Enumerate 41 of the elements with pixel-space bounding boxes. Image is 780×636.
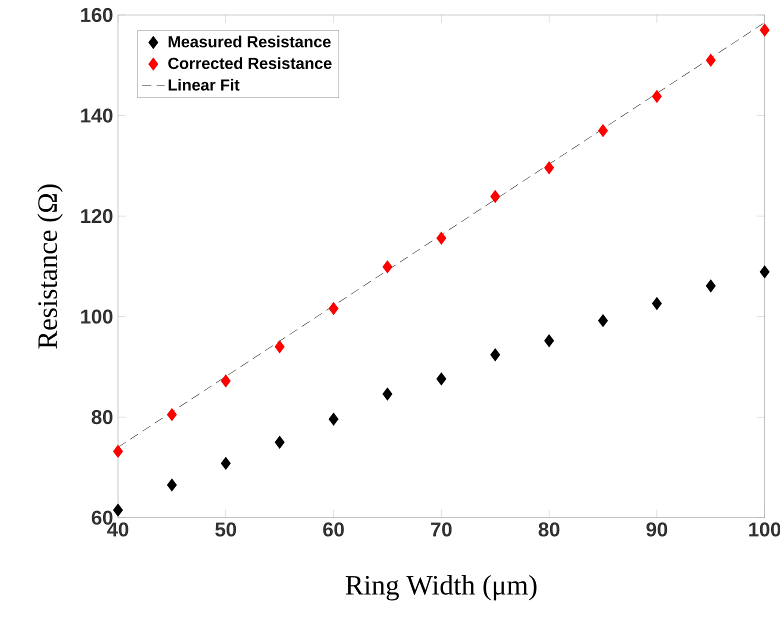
y-tick-label: 120 <box>81 208 112 224</box>
point <box>113 504 123 517</box>
legend-label: Measured Resistance <box>168 36 331 48</box>
point <box>328 302 339 316</box>
y-tick-label: 100 <box>81 310 112 324</box>
point <box>436 232 446 245</box>
point <box>490 190 500 203</box>
legend-label: Linear Fit <box>168 78 240 91</box>
point <box>166 478 177 492</box>
point <box>706 279 716 292</box>
y-axis-title: Resistance (Ω) <box>37 184 63 349</box>
point <box>598 314 608 328</box>
point <box>544 334 554 348</box>
point <box>760 265 770 278</box>
point <box>274 436 285 449</box>
x-tick-label: 60 <box>323 522 344 537</box>
point <box>652 90 662 103</box>
point <box>544 161 554 174</box>
y-tick-label: 80 <box>92 410 112 424</box>
legend-label: Corrected Resistance <box>168 57 332 70</box>
y-tick-label: 160 <box>81 8 112 22</box>
point <box>760 24 770 37</box>
x-tick-label: 90 <box>646 522 668 537</box>
point <box>166 408 177 422</box>
point <box>598 124 608 138</box>
point <box>382 260 392 274</box>
x-tick-label: 50 <box>215 522 236 537</box>
point <box>274 340 285 354</box>
x-axis-title: Ring Width (μm) <box>346 575 536 600</box>
x-tick-label: 70 <box>431 522 452 537</box>
point <box>490 348 500 362</box>
point <box>436 372 446 386</box>
point <box>706 54 716 67</box>
point <box>382 388 392 401</box>
point <box>652 297 662 310</box>
point <box>220 456 231 470</box>
x-tick-label: 80 <box>538 522 560 537</box>
point <box>328 412 339 426</box>
y-tick-label: 140 <box>81 108 112 123</box>
point <box>220 374 231 388</box>
point <box>113 444 123 458</box>
